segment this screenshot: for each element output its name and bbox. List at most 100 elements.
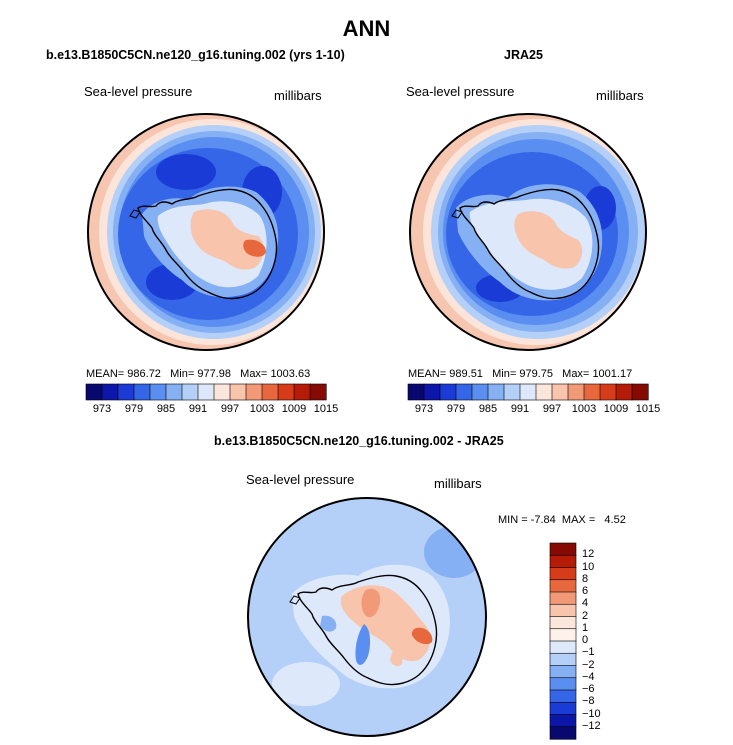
panel3-map [247,497,487,737]
panel1-max-label: Max= [240,368,268,380]
panel3-colorbar-tick-label: 2 [582,609,589,622]
panel1-colorbar-tick-label: 979 [124,403,144,415]
panel3-min: -7.84 [530,514,556,526]
panel3-colorbar-tick-label: −4 [582,670,595,683]
panel3-title: b.e13.B1850C5CN.ne120_g16.tuning.002 - J… [214,434,504,448]
panel1-colorbar [85,383,327,401]
panel2-min: 979.75 [519,368,553,380]
panel2-colorbar-swatch [535,383,553,401]
panel1-stats: MEAN= 986.72 Min= 977.98 Max= 1003.63 [86,368,310,380]
panel2-colorbar-swatch [423,383,441,401]
panel1-colorbar-ticks: 973 979 985 991 997 1003 1009 1015 [86,403,338,417]
panel2-colorbar-tick-label: 991 [510,403,530,415]
panel1-colorbar-swatch [213,383,231,401]
panel2-colorbar-tick-label: 985 [478,403,498,415]
panel2-colorbar-swatch [519,383,537,401]
panel3-colorbar-tick-label: 10 [582,560,595,573]
panel2-mean: 989.51 [449,368,483,380]
panel3-max-label: MAX = [561,514,596,526]
panel2-colorbar-swatch [583,383,601,401]
panel3-colorbar-swatch [549,677,577,691]
panel3-colorbar [549,542,577,740]
panel3-colorbar-tick-label: 1 [582,621,589,634]
panel1-colorbar-swatch [181,383,199,401]
panel1-colorbar-tick-label: 1003 [249,403,275,415]
panel1-min-label: Min= [170,368,195,380]
panel1-colorbar-swatch [293,383,311,401]
panel1-colorbar-swatch [101,383,119,401]
panel3-colorbar-swatch [549,628,577,642]
panel3-colorbar-swatch [549,591,577,605]
panel2-colorbar-swatch [487,383,505,401]
panel3-units: millibars [434,476,482,491]
panel1-min: 977.98 [197,368,231,380]
panel1-colorbar-tick-label: 1015 [313,403,339,415]
panel1-colorbar-swatch [197,383,215,401]
panel1-colorbar-swatch [165,383,183,401]
panel2-colorbar-tick-label: 1015 [635,403,661,415]
panel3-colorbar-tick-label: −2 [582,658,595,671]
panel2-colorbar-tick-label: 1009 [603,403,629,415]
panel1-colorbar-tick-label: 1009 [281,403,307,415]
panel1-mean-label: MEAN= [86,368,125,380]
panel1-colorbar-swatch [117,383,135,401]
panel3-colorbar-tick-label: −10 [582,707,601,720]
panel3-colorbar-swatch [549,567,577,581]
panel1-colorbar-swatch [229,383,247,401]
panel2-colorbar [407,383,649,401]
panel2-variable: Sea-level pressure [406,84,515,99]
panel3-variable: Sea-level pressure [246,472,355,487]
panel3-colorbar-swatch [549,714,577,728]
panel2-colorbar-swatch [471,383,489,401]
panel2-colorbar-swatch [567,383,585,401]
panel3-colorbar-swatch [549,603,577,618]
panel3-colorbar-ticks: 12 10 8 6 4 2 1 0 −1 −2 −4 −6 −8 −10 −12 [582,543,622,739]
panel1-colorbar-tick-label: 985 [156,403,176,415]
panel2-colorbar-swatch [615,383,633,401]
panel3-colorbar-swatch [549,616,577,630]
panel2-stats: MEAN= 989.51 Min= 979.75 Max= 1001.17 [408,368,632,380]
panel2-min-label: Min= [492,368,517,380]
panel3-colorbar-swatch [549,689,577,703]
panel3-colorbar-swatch [549,665,577,679]
panel3-colorbar-tick-label: 8 [582,572,589,585]
panel3-colorbar-swatch [549,579,577,593]
panel2-colorbar-swatch [407,383,425,401]
panel2-colorbar-tick-label: 997 [542,403,562,415]
panel3-colorbar-swatch [549,542,577,556]
panel2-colorbar-swatch [503,383,521,401]
panel1-colorbar-swatch [85,383,103,401]
panel3-colorbar-swatch [549,554,577,569]
panel3-colorbar-swatch [549,726,577,740]
panel3-colorbar-tick-label: −6 [582,683,595,695]
panel3-colorbar-tick-label: −8 [582,695,595,708]
panel2-max: 1001.17 [592,368,633,380]
panel1-max: 1003.63 [270,368,311,380]
panel3-colorbar-tick-label: 6 [582,585,589,597]
panel3-colorbar-tick-label: 0 [582,634,589,646]
panel3-stats: MIN = -7.84 MAX = 4.52 [498,514,626,526]
panel2-colorbar-ticks: 973 979 985 991 997 1003 1009 1015 [408,403,660,417]
panel3-colorbar-swatch [549,701,577,716]
panel1-colorbar-swatch [133,383,151,401]
panel1-colorbar-tick-label: 997 [220,403,240,415]
panel2-title: JRA25 [504,48,543,62]
panel1-colorbar-swatch [277,383,295,401]
panel2-colorbar-tick-label: 973 [414,403,434,415]
panel1-variable: Sea-level pressure [84,84,193,99]
panel3-colorbar-swatch [549,652,577,667]
panel3-colorbar-swatch [549,640,577,654]
figure-title: ANN [342,16,391,41]
panel2-colorbar-tick-label: 1003 [571,403,597,415]
panel2-colorbar-swatch [455,383,473,401]
panel2-mean-label: MEAN= [408,368,447,380]
panel1-title: b.e13.B1850C5CN.ne120_g16.tuning.002 (yr… [46,48,345,62]
panel2-colorbar-swatch [631,383,649,401]
panel3-colorbar-tick-label: −12 [582,719,601,732]
panel2-colorbar-swatch [439,383,457,401]
panel1-colorbar-swatch [245,383,263,401]
panel1-colorbar-tick-label: 991 [188,403,208,415]
panel2-map [409,113,647,351]
panel1-colorbar-tick-label: 973 [92,403,112,415]
panel1-map [87,113,325,351]
